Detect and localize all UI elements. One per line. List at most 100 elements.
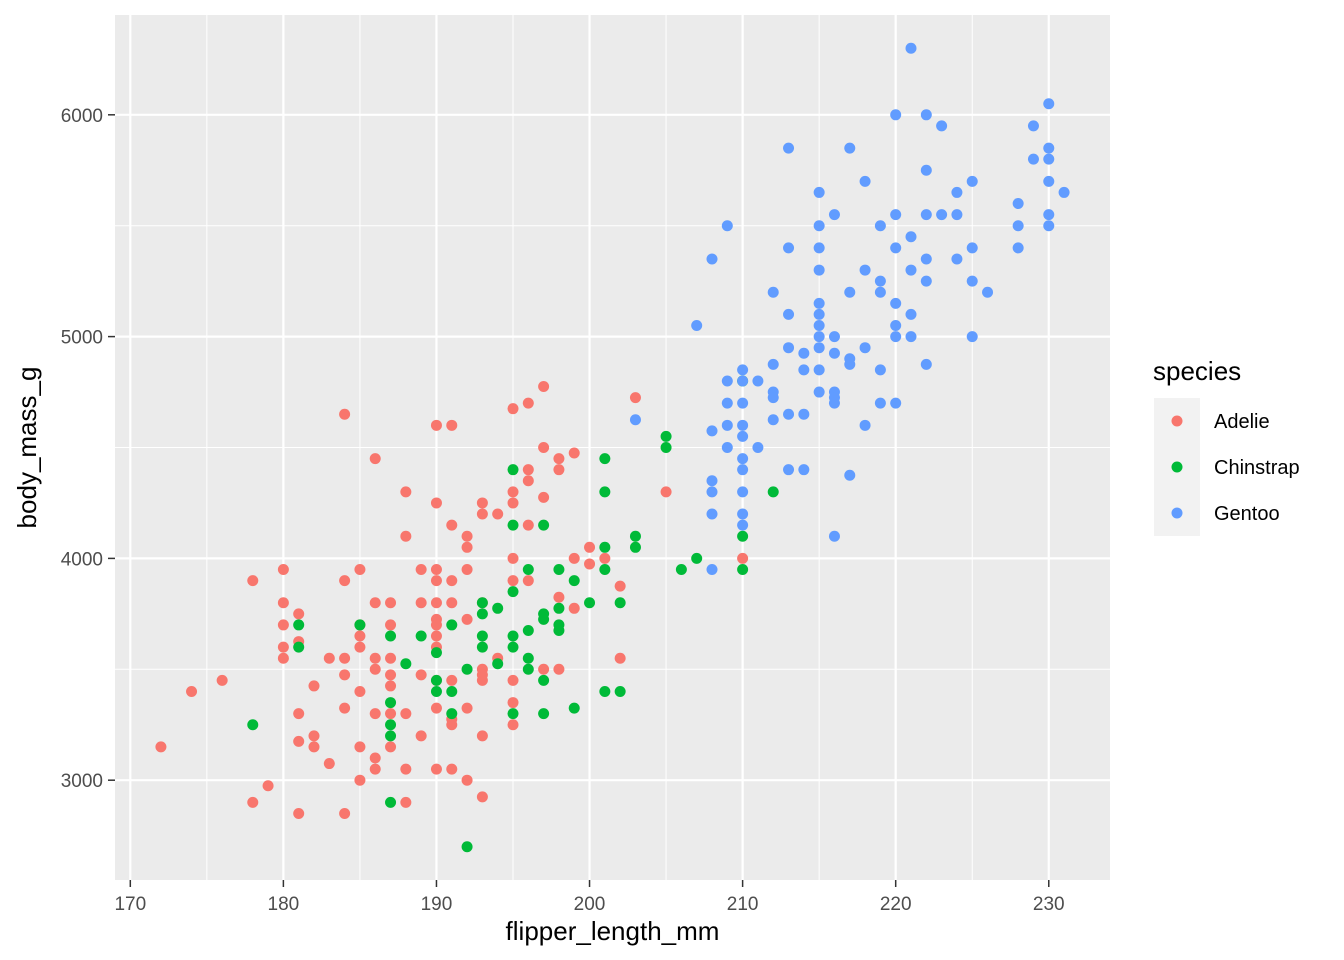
data-point-gentoo <box>767 414 779 426</box>
data-point-gentoo <box>920 358 932 370</box>
data-point-gentoo <box>890 109 902 121</box>
data-point-gentoo <box>798 464 810 476</box>
data-point-adelie <box>553 453 565 465</box>
data-point-chinstrap <box>568 702 580 714</box>
data-point-adelie <box>476 730 488 742</box>
data-point-gentoo <box>737 519 749 531</box>
data-point-chinstrap <box>599 486 611 498</box>
data-point-adelie <box>400 796 412 808</box>
y-axis: 3000 4000 5000 6000 <box>61 106 115 792</box>
data-point-gentoo <box>1012 220 1024 232</box>
data-point-adelie <box>538 663 550 675</box>
data-point-gentoo <box>737 419 749 431</box>
data-point-adelie <box>293 807 305 819</box>
data-point-gentoo <box>813 386 825 398</box>
data-point-gentoo <box>706 563 718 575</box>
data-point-gentoo <box>813 320 825 332</box>
data-point-gentoo <box>1058 186 1070 198</box>
legend-key-gentoo <box>1171 507 1183 519</box>
data-point-gentoo <box>920 209 932 221</box>
data-point-chinstrap <box>737 563 749 575</box>
data-point-gentoo <box>813 186 825 198</box>
data-point-gentoo <box>706 486 718 498</box>
data-point-adelie <box>323 652 335 664</box>
data-point-chinstrap <box>492 602 504 614</box>
data-point-adelie <box>476 508 488 520</box>
data-point-gentoo <box>951 209 963 221</box>
data-point-chinstrap <box>568 575 580 587</box>
data-point-chinstrap <box>385 796 397 808</box>
data-point-gentoo <box>905 331 917 343</box>
data-point-adelie <box>262 780 274 792</box>
data-point-gentoo <box>859 342 871 354</box>
data-point-chinstrap <box>492 658 504 670</box>
data-point-adelie <box>553 663 565 675</box>
data-point-gentoo <box>1027 153 1039 165</box>
data-point-gentoo <box>828 347 840 359</box>
legend: species Adelie Chinstrap Gentoo <box>1153 356 1300 536</box>
data-point-adelie <box>369 763 381 775</box>
data-point-adelie <box>277 652 289 664</box>
data-point-chinstrap <box>660 430 672 442</box>
data-point-gentoo <box>936 209 948 221</box>
data-point-adelie <box>308 730 320 742</box>
y-tick-label: 3000 <box>61 771 103 792</box>
data-point-adelie <box>415 597 427 609</box>
data-point-adelie <box>385 708 397 720</box>
data-point-gentoo <box>1043 220 1055 232</box>
data-point-chinstrap <box>476 597 488 609</box>
x-tick-label: 220 <box>880 894 912 915</box>
data-point-chinstrap <box>614 597 626 609</box>
data-point-gentoo <box>905 264 917 276</box>
legend-label-adelie: Adelie <box>1214 411 1270 433</box>
data-point-adelie <box>446 575 458 587</box>
data-point-gentoo <box>828 530 840 542</box>
data-point-chinstrap <box>599 453 611 465</box>
data-point-adelie <box>430 619 442 631</box>
data-point-adelie <box>553 591 565 603</box>
data-point-adelie <box>461 541 473 553</box>
data-point-gentoo <box>1043 175 1055 187</box>
data-point-adelie <box>507 403 519 415</box>
data-point-chinstrap <box>446 619 458 631</box>
legend-label-gentoo: Gentoo <box>1214 503 1280 525</box>
data-point-adelie <box>369 652 381 664</box>
data-point-adelie <box>507 575 519 587</box>
data-point-adelie <box>293 708 305 720</box>
data-point-chinstrap <box>538 674 550 686</box>
data-point-gentoo <box>752 375 764 387</box>
data-point-gentoo <box>920 164 932 176</box>
data-point-chinstrap <box>507 630 519 642</box>
data-point-chinstrap <box>247 719 259 731</box>
data-point-chinstrap <box>660 442 672 453</box>
data-point-adelie <box>339 807 351 819</box>
data-point-adelie <box>385 741 397 753</box>
data-point-gentoo <box>721 419 733 431</box>
data-point-gentoo <box>874 275 886 287</box>
data-point-gentoo <box>966 242 978 254</box>
data-point-chinstrap <box>522 563 534 575</box>
data-point-adelie <box>385 597 397 609</box>
data-point-chinstrap <box>430 674 442 686</box>
data-point-chinstrap <box>385 719 397 731</box>
data-point-adelie <box>476 791 488 803</box>
data-point-chinstrap <box>553 602 565 614</box>
data-point-adelie <box>277 619 289 631</box>
data-point-gentoo <box>737 508 749 520</box>
data-point-gentoo <box>920 253 932 265</box>
data-point-gentoo <box>859 175 871 187</box>
data-point-adelie <box>599 552 611 564</box>
y-tick-label: 4000 <box>61 549 103 570</box>
data-point-adelie <box>400 530 412 542</box>
major-gridlines <box>115 15 1110 880</box>
data-point-adelie <box>385 619 397 631</box>
data-point-gentoo <box>783 342 795 354</box>
data-point-adelie <box>538 491 550 503</box>
data-point-chinstrap <box>553 563 565 575</box>
data-point-adelie <box>277 641 289 653</box>
data-point-adelie <box>553 464 565 476</box>
data-point-gentoo <box>813 342 825 354</box>
data-point-adelie <box>400 708 412 720</box>
data-point-adelie <box>308 680 320 692</box>
